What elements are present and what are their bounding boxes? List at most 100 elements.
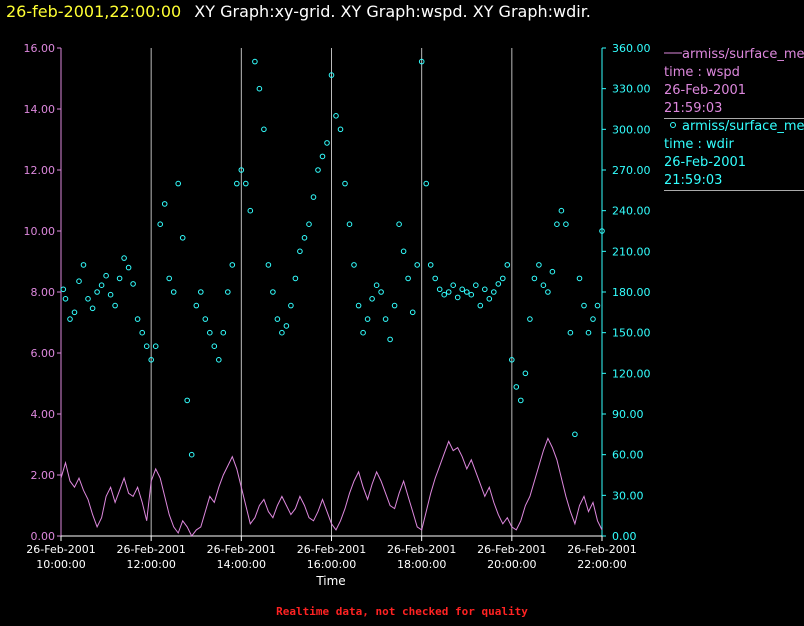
- wdir-point: [198, 289, 204, 295]
- wdir-point: [188, 451, 195, 458]
- wdir-point: [179, 235, 186, 241]
- wdir-point: [315, 167, 321, 173]
- wdir-point: [306, 221, 312, 227]
- wdir-point: [473, 282, 479, 289]
- wdir-point: [310, 194, 317, 200]
- wdir-point: [418, 58, 425, 65]
- wdir-point: [531, 275, 538, 282]
- wdir-point: [509, 357, 515, 363]
- legend-wdir-variable: time : wdir: [664, 137, 734, 152]
- y-right-tick-label: 240.00: [612, 205, 651, 218]
- y-left-tick-label: 4.00: [31, 408, 56, 421]
- wdir-point: [382, 316, 389, 322]
- y-left-tick-label: 6.00: [31, 347, 56, 360]
- wdir-point: [369, 296, 375, 302]
- wdir-point: [301, 235, 308, 241]
- wdir-point: [170, 289, 177, 295]
- wdir-point: [216, 357, 222, 363]
- legend-divider: [664, 190, 804, 191]
- wdir-point: [279, 329, 285, 336]
- wdir-point: [94, 289, 100, 295]
- wdir-point: [427, 262, 434, 268]
- x-tick-label-time: 14:00:00: [217, 558, 266, 571]
- y-right-tick-label: 60.00: [612, 449, 644, 462]
- wdir-point: [590, 316, 596, 322]
- wdir-point: [121, 255, 127, 261]
- wdir-point: [441, 291, 448, 298]
- wdir-point: [400, 248, 407, 255]
- wdir-point: [563, 221, 569, 227]
- wspd-series: [60, 437, 603, 537]
- y-right-tick-label: 90.00: [612, 408, 644, 421]
- wdir-point: [450, 282, 457, 289]
- wdir-point: [288, 302, 294, 309]
- y-right-tick-label: 180.00: [612, 286, 651, 299]
- wdir-point: [364, 316, 371, 322]
- wdir-point: [238, 167, 245, 173]
- wdir-point: [423, 180, 430, 187]
- wdir-point: [112, 302, 118, 309]
- wdir-point: [342, 180, 348, 187]
- x-tick-label-date: 26-Feb-2001: [477, 543, 546, 556]
- wdir-point: [405, 275, 411, 282]
- wdir-point: [247, 207, 254, 214]
- wdir-point: [193, 302, 200, 309]
- legend-wdir-source-label: armiss/surface_me: [682, 119, 804, 134]
- wdir-point: [274, 316, 281, 322]
- wdir-point: [71, 309, 78, 316]
- wdir-point: [143, 343, 150, 350]
- title-bar: 26-feb-2001,22:00:00 XY Graph:xy-grid. X…: [6, 2, 591, 26]
- y-right-tick-label: 30.00: [612, 489, 644, 502]
- wdir-point: [270, 289, 276, 295]
- wdir-point: [333, 113, 339, 119]
- y-left-tick-label: 0.00: [31, 530, 56, 543]
- title-graph-list: XY Graph:xy-grid. XY Graph:wspd. XY Grap…: [194, 2, 591, 21]
- wdir-point: [98, 282, 105, 289]
- legend-line-marker: [664, 52, 682, 54]
- x-tick-label-time: 22:00:00: [577, 558, 626, 571]
- wdir-point: [355, 302, 362, 309]
- wdir-point: [396, 221, 402, 227]
- y-right-tick-label: 270.00: [612, 164, 651, 177]
- x-tick-label-date: 26-Feb-2001: [207, 543, 276, 556]
- wdir-point: [265, 262, 272, 268]
- wdir-point: [229, 262, 236, 268]
- wdir-point: [85, 296, 91, 302]
- wdir-point: [161, 201, 168, 207]
- y-right-tick-label: 330.00: [612, 83, 651, 96]
- quality-warning: Realtime data, not checked for quality: [276, 605, 528, 618]
- wdir-point: [283, 323, 290, 329]
- legend-divider: [664, 118, 804, 119]
- legend-wdir-date: 26-Feb-2001: [664, 155, 747, 170]
- y-left-tick-label: 8.00: [31, 286, 56, 299]
- wdir-point: [468, 291, 475, 298]
- y-left-tick-label: 16.00: [24, 42, 56, 55]
- legend-wspd-source: armiss/surface_me: [664, 46, 804, 64]
- wdir-point: [536, 262, 542, 268]
- y-right-tick-label: 120.00: [612, 367, 651, 380]
- wdir-point: [148, 357, 154, 363]
- wdir-point: [482, 286, 488, 293]
- wdir-point: [504, 262, 511, 268]
- x-tick-label-date: 26-Feb-2001: [387, 543, 456, 556]
- wdir-point: [225, 289, 231, 295]
- legend-wdir-source: armiss/surface_me: [664, 118, 804, 136]
- wdir-point: [297, 248, 303, 255]
- wdir-point: [432, 275, 439, 282]
- y-left-tick-label: 2.00: [31, 469, 56, 482]
- wdir-point: [134, 316, 141, 322]
- wdir-point: [576, 275, 583, 282]
- wdir-point: [459, 286, 466, 293]
- x-tick-label-date: 26-Feb-2001: [297, 543, 366, 556]
- wdir-point: [409, 309, 416, 316]
- x-tick-label-time: 20:00:00: [487, 558, 536, 571]
- wdir-point: [62, 296, 69, 302]
- wdir-point: [495, 281, 502, 287]
- y-right-tick-label: 150.00: [612, 327, 651, 340]
- wdir-point: [545, 289, 551, 295]
- legend-wspd-date: 26-Feb-2001: [664, 83, 747, 98]
- wdir-point: [387, 336, 393, 343]
- wdir-point: [319, 153, 326, 160]
- x-tick-label-time: 12:00:00: [126, 558, 175, 571]
- y-right-tick-label: 210.00: [612, 245, 651, 258]
